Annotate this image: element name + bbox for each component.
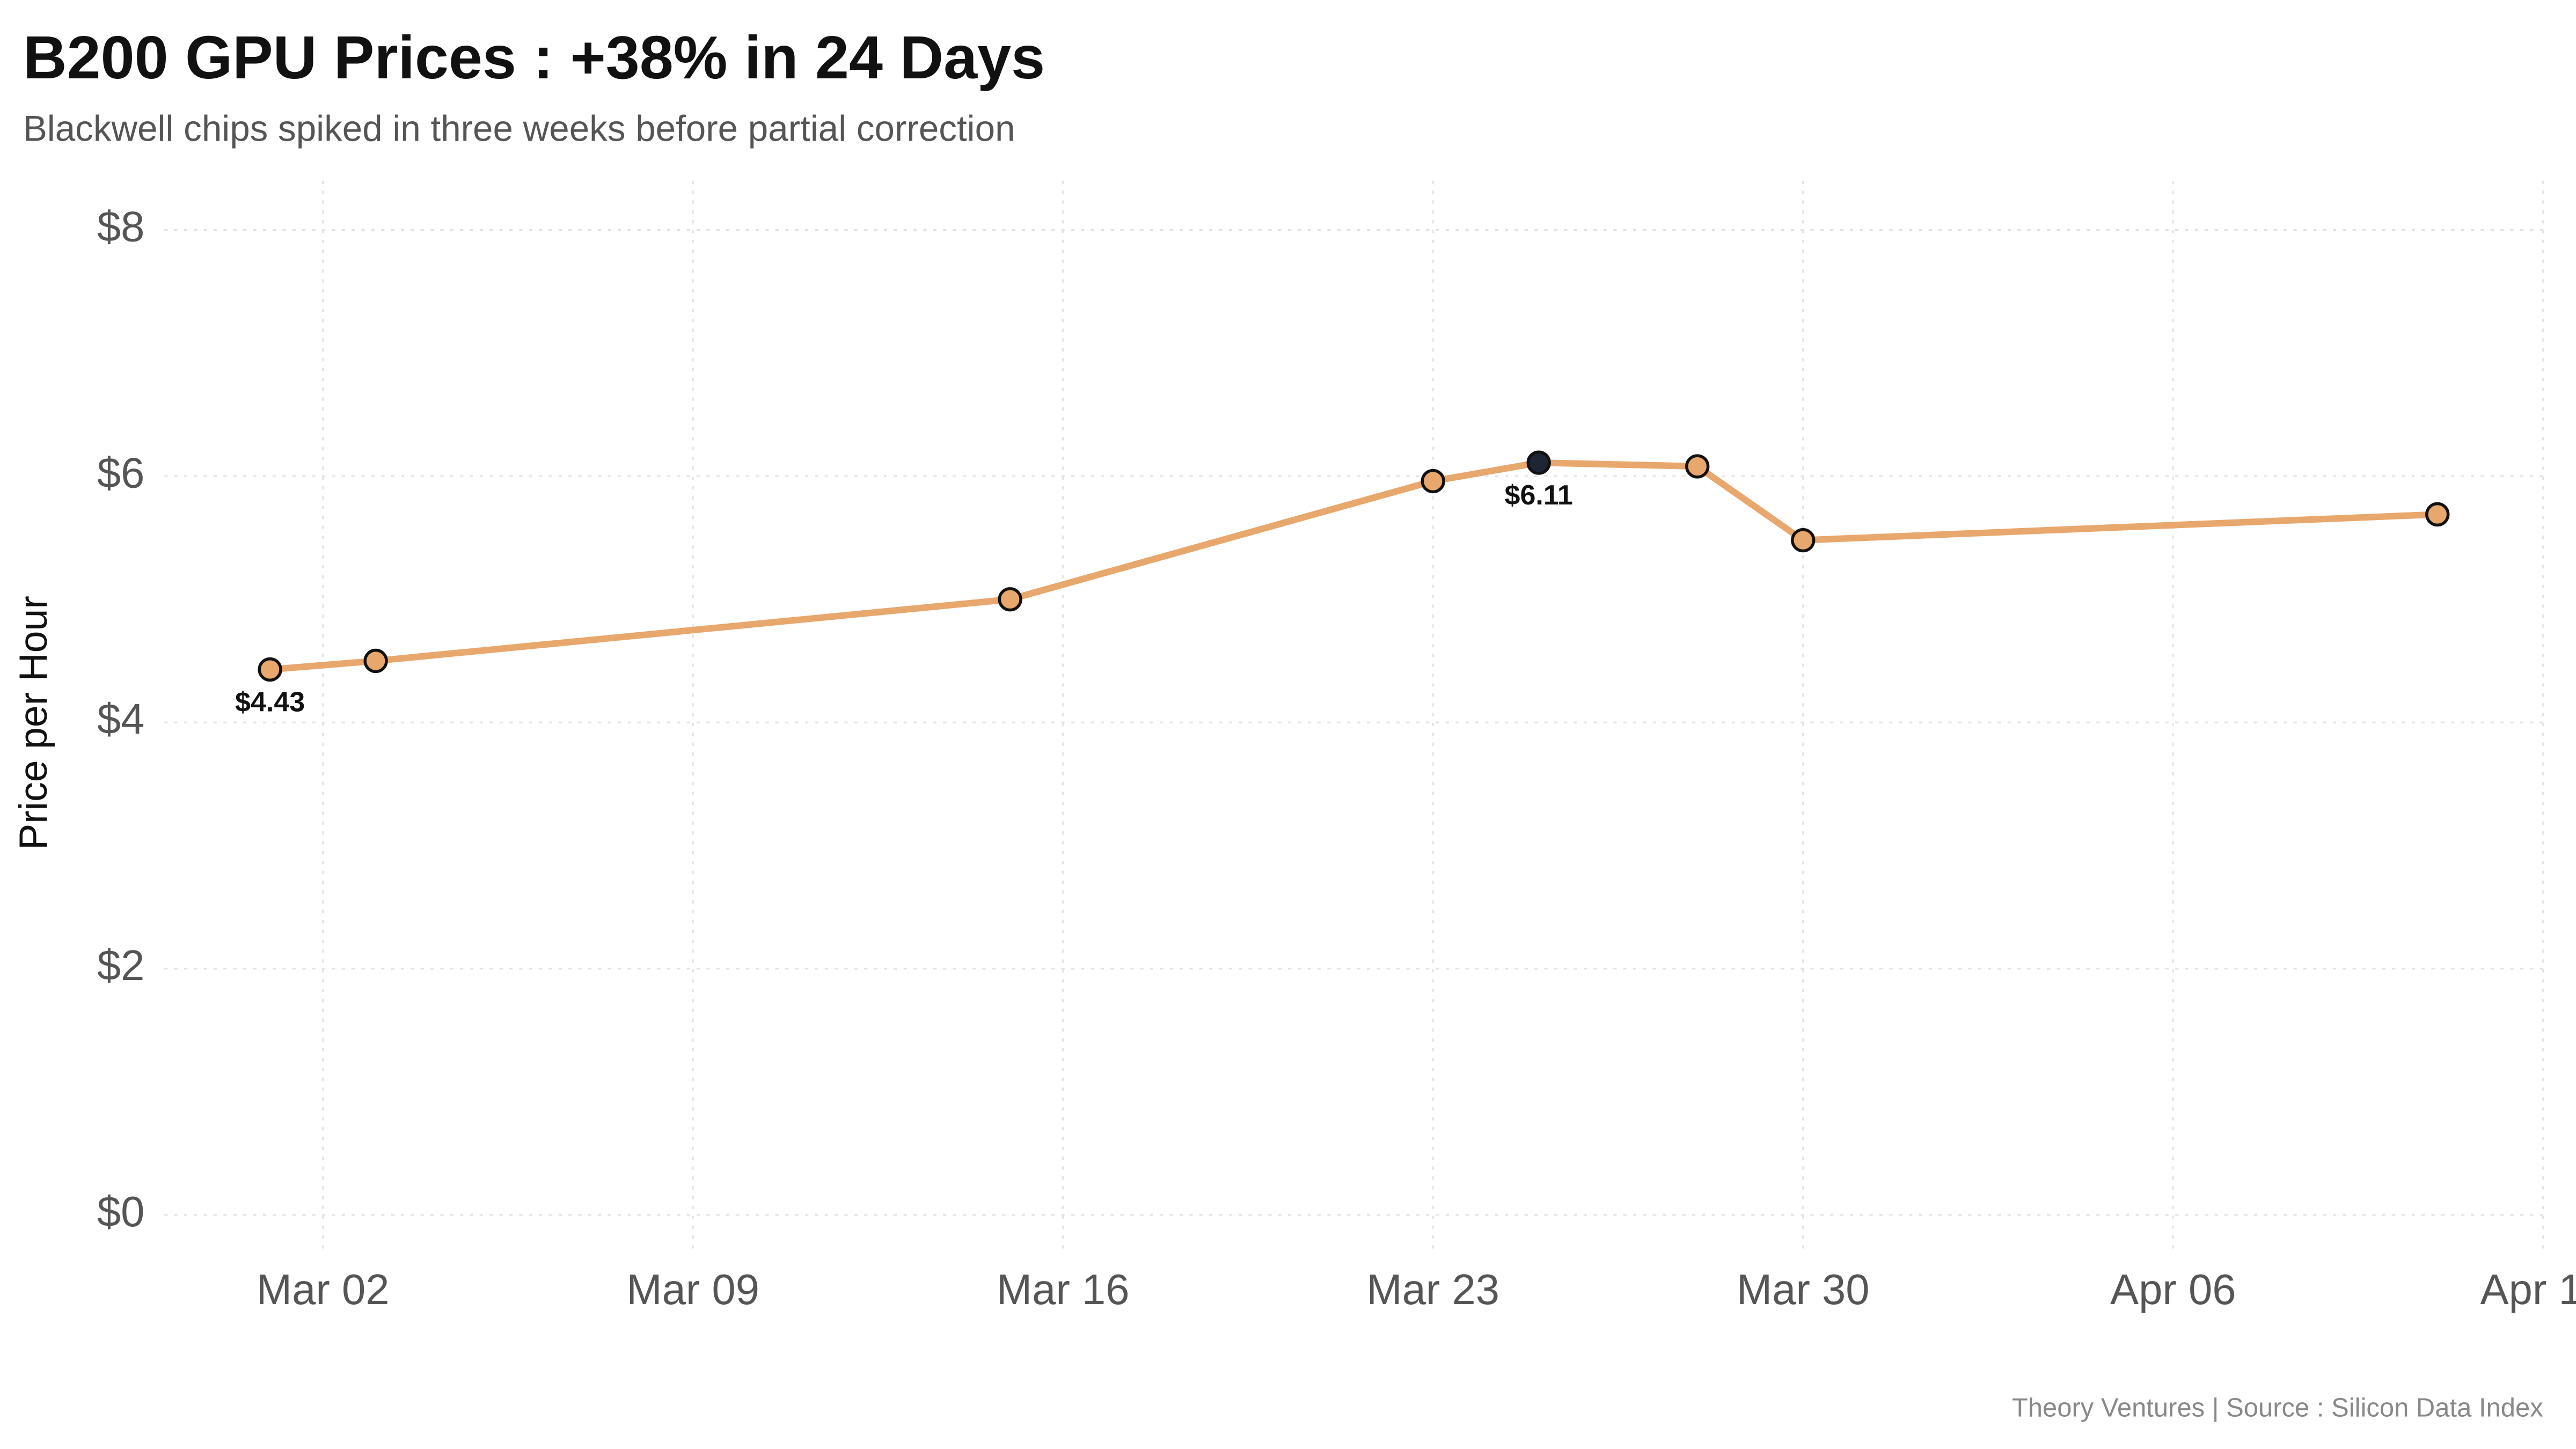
data-label: $4.43 bbox=[235, 687, 305, 718]
y-tick-label: $2 bbox=[97, 941, 145, 989]
chart-title: B200 GPU Prices : +38% in 24 Days bbox=[23, 24, 1045, 92]
data-point bbox=[1526, 450, 1551, 475]
x-tick-label: Mar 30 bbox=[1737, 1265, 1870, 1313]
data-point bbox=[363, 648, 388, 674]
x-tick-label: Mar 16 bbox=[997, 1265, 1130, 1313]
data-point bbox=[1685, 454, 1710, 479]
data-point bbox=[1421, 469, 1445, 494]
data-label: $6.11 bbox=[1505, 480, 1573, 511]
line bbox=[269, 459, 2438, 673]
data-point bbox=[1791, 528, 1816, 553]
y-tick-label: $8 bbox=[97, 203, 145, 251]
data-point bbox=[2425, 502, 2450, 527]
y-tick-label: $4 bbox=[97, 695, 145, 743]
y-axis-label: Price per Hour bbox=[11, 596, 55, 850]
data-point bbox=[258, 657, 282, 682]
data-point bbox=[998, 587, 1022, 612]
x-tick-label: Apr 06 bbox=[2110, 1265, 2236, 1313]
x-tick-label: Mar 23 bbox=[1366, 1265, 1499, 1313]
source-note: Theory Ventures | Source : Silicon Data … bbox=[2012, 1393, 2543, 1422]
y-tick-label: $6 bbox=[97, 449, 145, 496]
x-tick-label: Apr 13 bbox=[2480, 1265, 2576, 1313]
y-tick-label: $0 bbox=[97, 1188, 145, 1235]
x-tick-label: Mar 02 bbox=[257, 1265, 390, 1313]
x-tick-label: Mar 09 bbox=[626, 1265, 759, 1313]
chart-subtitle: Blackwell chips spiked in three weeks be… bbox=[23, 109, 1015, 149]
